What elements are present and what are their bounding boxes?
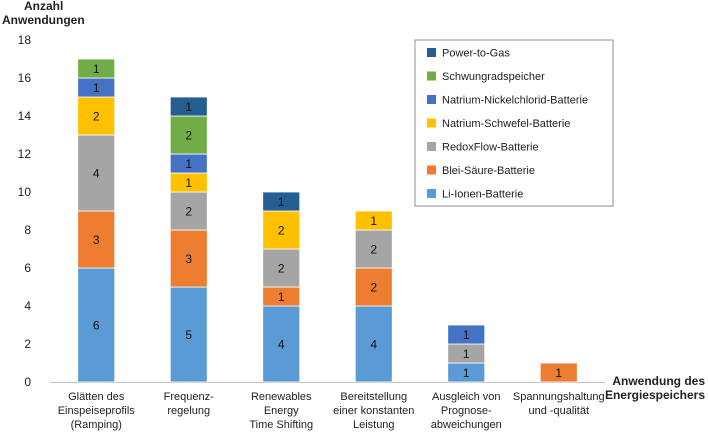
x-tick-label: Leistung (353, 419, 395, 431)
y-tick-label: 10 (18, 185, 32, 199)
x-tick-label: Bereitstellung (340, 391, 407, 403)
data-label: 1 (185, 100, 192, 114)
data-label: 1 (185, 176, 192, 190)
y-tick-label: 16 (18, 71, 32, 85)
legend-swatch-natrium-schwefel-batterie (427, 118, 436, 128)
legend-swatch-schwungradspeicher (427, 71, 436, 81)
legend-box (414, 39, 614, 207)
data-label: 1 (185, 157, 192, 171)
x-tick-label: und -qualität (528, 405, 589, 417)
y-axis-title-line: Anzahl (24, 0, 63, 13)
y-tick-label: 18 (18, 33, 32, 47)
data-label: 4 (278, 338, 285, 352)
bar-segment-redoxflow-batterie (77, 134, 116, 212)
x-tick-label: Time Shifting (249, 419, 313, 431)
x-tick-label: abweichungen (431, 419, 502, 431)
bar-segment-li-ionen-batterie (77, 267, 116, 383)
data-label: 1 (370, 214, 377, 228)
y-tick-label: 14 (18, 109, 32, 123)
bars: 6 3 4 2 1 1 5 3 2 1 1 2 1 4 1 2 2 1 4 2 2 1 1 1 1 1 (77, 58, 578, 383)
bar-segment-natrium-schwefel-batterie (77, 96, 116, 136)
y-axis-title-line: Anwendungen (2, 13, 85, 27)
y-tick-label: 12 (18, 147, 32, 161)
data-label: 2 (370, 243, 377, 257)
x-tick-label: (Ramping) (71, 419, 122, 431)
x-axis-title-line: Energiespeichers (605, 388, 705, 402)
data-label: 4 (93, 167, 100, 181)
bar-segment-power-to-gas (262, 191, 301, 212)
data-label: 4 (370, 338, 377, 352)
x-tick-label: Renewables (251, 391, 312, 403)
data-label: 1 (463, 347, 470, 361)
data-label: 1 (463, 366, 470, 380)
legend-label: Li-Ionen-Batterie (442, 189, 523, 201)
y-axis-ticks: 0 2 4 6 8 10 12 14 16 18 (18, 33, 32, 389)
bar-segment-blei-s-ure-batterie (539, 362, 578, 383)
x-tick-label: Glätten des (68, 391, 125, 403)
bar-segment-schwungradspeicher (77, 58, 116, 79)
x-tick-label: Energy (264, 405, 299, 417)
x-tick-label: Einspeiseprofils (58, 405, 136, 417)
legend-swatch-li-ionen-batterie (427, 189, 436, 198)
legend-label: Schwungradspeicher (442, 71, 545, 83)
bar-segment-redoxflow-batterie (262, 248, 301, 288)
bar-segment-schwungradspeicher (169, 115, 208, 155)
data-label: 1 (278, 290, 285, 304)
data-label: 1 (93, 81, 100, 95)
data-label: 2 (278, 224, 285, 238)
data-label: 2 (278, 262, 285, 276)
data-label: 6 (93, 319, 100, 333)
x-tick-label: Ausgleich von (432, 391, 501, 403)
data-label: 1 (278, 195, 285, 209)
data-label: 3 (185, 252, 192, 266)
bar-segment-natrium-schwefel-batterie (262, 210, 301, 250)
bar-segment-natrium-nickelchlorid-batterie (447, 324, 486, 345)
y-tick-label: 4 (24, 299, 31, 313)
bar-segment-natrium-schwefel-batterie (354, 210, 393, 231)
x-tick-label: Frequenz- (164, 391, 214, 403)
data-label: 2 (370, 281, 377, 295)
y-tick-label: 0 (24, 375, 31, 389)
bar-segment-blei-s-ure-batterie (77, 210, 116, 269)
data-label: 5 (185, 328, 192, 342)
data-label: 1 (93, 62, 100, 76)
legend-label: Natrium-Schwefel-Batterie (442, 118, 570, 130)
data-label: 1 (463, 328, 470, 342)
legend-swatch-blei-s-ure-batterie (427, 165, 436, 175)
x-axis-title-line: Anwendung des (612, 374, 705, 388)
data-label: 1 (555, 366, 562, 380)
legend-label: Power-to-Gas (442, 48, 510, 60)
legend-label: Blei-Säure-Batterie (442, 165, 535, 177)
y-tick-label: 6 (24, 261, 31, 275)
data-label: 2 (185, 205, 192, 219)
legend: Power-to-Gas Schwungradspeicher Natrium-Ni… (414, 39, 614, 207)
category-labels: Glätten des Einspeiseprofils (Ramping) Freq… (58, 391, 605, 431)
bar-segment-li-ionen-batterie (354, 305, 393, 383)
legend-swatch-natrium-nickelchlorid-batterie (427, 95, 436, 104)
x-tick-label: Prognose- (441, 405, 492, 417)
bar-segment-power-to-gas (169, 96, 208, 117)
bar-segment-li-ionen-batterie (169, 286, 208, 383)
data-label: 3 (93, 233, 100, 247)
x-tick-label: Spannungshaltung (513, 391, 605, 403)
legend-swatch-power-to-gas (427, 48, 436, 57)
y-tick-label: 2 (24, 337, 31, 351)
data-label: 2 (93, 110, 100, 124)
legend-label: RedoxFlow-Batterie (442, 142, 539, 154)
x-tick-label: einer konstanten (333, 405, 414, 417)
bar-segment-redoxflow-batterie (169, 191, 208, 231)
legend-label: Natrium-Nickelchlorid-Batterie (442, 95, 588, 107)
y-tick-label: 8 (24, 223, 31, 237)
x-tick-label: regelung (167, 405, 210, 417)
legend-swatch-redoxflow-batterie (427, 142, 436, 151)
data-label: 2 (185, 129, 192, 143)
bar-segment-li-ionen-batterie (262, 305, 301, 383)
bar-segment-blei-s-ure-batterie (169, 229, 208, 288)
